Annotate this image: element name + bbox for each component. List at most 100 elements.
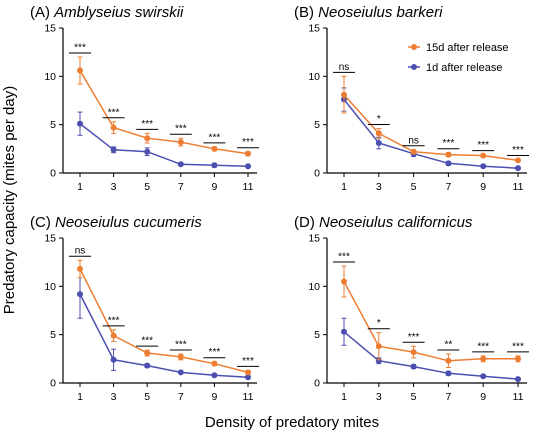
y-tick-label: 0: [50, 168, 56, 180]
data-point: [445, 151, 452, 158]
y-tick-label: 15: [308, 23, 320, 35]
data-point: [515, 165, 521, 172]
x-tick-label: 11: [243, 391, 254, 403]
data-point: [77, 291, 83, 298]
chart-panel: (A) Amblyseius swirskii 0 5 10 15 1 3 5 7 9 11 *** *…: [30, 4, 259, 193]
chart-panel: (C) Neoseiulus cucumeris 0 5 10 15 1 3 5 7 9 11 ns *…: [30, 214, 259, 403]
legend-label: 1d after release: [426, 62, 502, 74]
panel-title: (A) Amblyseius swirskii: [30, 4, 184, 21]
significance-label: ***: [477, 341, 489, 352]
x-tick-label: 3: [376, 181, 382, 193]
legend-item: 15d after release: [408, 42, 509, 54]
y-tick-label: 15: [44, 233, 56, 245]
series-line: [79, 123, 249, 167]
x-tick-label: 3: [376, 391, 382, 403]
data-point: [245, 374, 251, 381]
significance-label: ***: [443, 138, 455, 149]
x-tick-label: 5: [144, 181, 150, 193]
data-point: [245, 150, 251, 157]
data-point: [515, 355, 521, 362]
x-tick-label: 7: [178, 391, 184, 403]
significance-label: ***: [242, 356, 254, 367]
x-tick-label: 5: [411, 391, 417, 403]
significance-label: ***: [338, 252, 350, 263]
data-point: [515, 157, 521, 164]
x-tick-label: 7: [445, 181, 451, 193]
data-point: [177, 369, 184, 376]
x-tick-label: 9: [211, 391, 217, 403]
significance-label: *: [377, 318, 381, 329]
data-point: [375, 357, 382, 364]
data-point: [245, 163, 251, 170]
data-point: [480, 373, 487, 380]
data-point: [445, 160, 452, 167]
data-point: [177, 161, 184, 168]
significance-label: ***: [141, 336, 153, 347]
data-point: [110, 124, 117, 131]
data-point: [77, 120, 83, 127]
data-point: [341, 91, 347, 98]
significance-label: ***: [74, 43, 86, 54]
x-tick-label: 3: [111, 391, 117, 403]
y-tick-label: 15: [44, 23, 56, 35]
y-tick-label: 5: [50, 329, 56, 341]
panel-title: (B) Neoseiulus barkeri: [294, 4, 443, 21]
significance-label: ***: [209, 347, 221, 358]
y-tick-label: 10: [44, 281, 56, 293]
y-tick-label: 5: [50, 119, 56, 131]
x-tick-label: 11: [513, 391, 524, 403]
y-tick-label: 10: [308, 71, 320, 83]
data-point: [144, 148, 151, 155]
data-point: [375, 130, 382, 137]
data-point: [110, 332, 117, 339]
x-tick-label: 5: [411, 181, 417, 193]
data-point: [177, 353, 184, 360]
y-tick-label: 5: [314, 119, 320, 131]
x-tick-label: 3: [111, 181, 117, 193]
legend-marker: [411, 44, 417, 50]
series-line: [79, 293, 249, 378]
significance-label: ***: [242, 137, 254, 148]
y-tick-label: 0: [314, 378, 320, 390]
series-line: [343, 99, 519, 169]
data-point: [480, 152, 487, 159]
panel-title: (C) Neoseiulus cucumeris: [30, 214, 202, 231]
panel-letter: (B): [294, 4, 318, 21]
data-point: [410, 349, 417, 356]
y-axis-title: Predatory capacity (mites per day): [1, 86, 18, 314]
data-point: [211, 360, 218, 367]
data-point: [410, 363, 417, 370]
x-tick-label: 1: [77, 181, 83, 193]
data-point: [480, 163, 487, 170]
data-point: [144, 135, 151, 142]
data-point: [110, 146, 117, 153]
data-point: [515, 376, 521, 383]
significance-label: ***: [108, 107, 120, 118]
significance-label: ***: [175, 340, 187, 351]
significance-label: **: [445, 340, 453, 351]
panel-letter: (D): [294, 214, 319, 231]
data-point: [341, 278, 347, 285]
series-line: [79, 268, 249, 374]
data-point: [77, 265, 83, 272]
significance-label: ***: [175, 124, 187, 135]
chart-panel: (B) Neoseiulus barkeri 0 5 10 15 1 3 5 7 9 11 ns * ns…: [294, 4, 529, 193]
panel-species: Neoseiulus californicus: [319, 214, 473, 231]
significance-label: ns: [339, 62, 350, 73]
panel-species: Amblyseius swirskii: [53, 4, 184, 21]
panel-title: (D) Neoseiulus californicus: [294, 214, 473, 231]
data-point: [375, 140, 382, 147]
panel-species: Neoseiulus cucumeris: [55, 214, 202, 231]
y-tick-label: 0: [50, 378, 56, 390]
significance-label: ns: [75, 246, 86, 257]
data-point: [110, 356, 117, 363]
legend: 15d after release 1d after release: [408, 42, 509, 74]
x-tick-label: 9: [480, 181, 486, 193]
x-tick-label: 7: [445, 391, 451, 403]
data-point: [211, 162, 218, 169]
data-point: [445, 357, 452, 364]
data-point: [445, 370, 452, 377]
series-line: [79, 70, 249, 155]
series-line: [343, 281, 518, 362]
